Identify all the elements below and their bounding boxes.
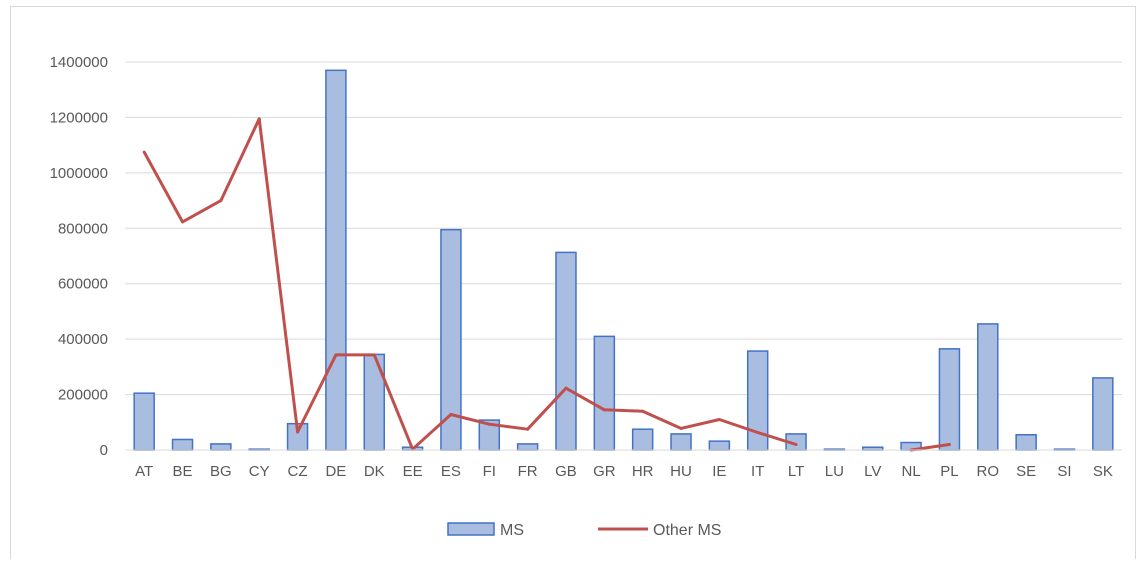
legend-label-ms: MS	[500, 522, 524, 539]
ms-bars	[133, 69, 1114, 451]
x-tick-label: ES	[441, 463, 461, 480]
other-ms-line-segment	[910, 443, 950, 452]
bar-bg	[210, 443, 232, 451]
y-tick-label: 600000	[58, 276, 108, 293]
y-tick-label: 1400000	[50, 54, 108, 71]
x-tick-label: IT	[751, 463, 764, 480]
x-tick-label: SK	[1093, 463, 1113, 480]
bar-fr	[516, 443, 539, 451]
other-ms-point-bg	[219, 199, 223, 203]
other-ms-point-dk	[372, 353, 376, 357]
bar-at	[133, 392, 155, 451]
bar-pl	[938, 348, 961, 451]
other-ms-point-de	[334, 353, 338, 357]
other-ms-line-segment	[142, 117, 797, 451]
other-ms-point-fr	[526, 427, 530, 431]
bar-gr	[593, 335, 616, 451]
x-tick-label: GB	[555, 463, 577, 480]
other-ms-point-es	[449, 413, 453, 417]
x-tick-label: GR	[593, 463, 616, 480]
x-tick-label: FI	[483, 463, 496, 480]
x-tick-label: LT	[788, 463, 804, 480]
x-tick-label: RO	[977, 463, 1000, 480]
y-axis-tick-labels: 0 200000 400000 600000 800000 1000000 1200000 1…	[50, 54, 108, 459]
x-tick-label: LU	[825, 463, 844, 480]
x-tick-label: DK	[364, 463, 385, 480]
legend: MS Other MS	[447, 522, 721, 539]
gridlines	[125, 61, 1122, 396]
legend-swatch-ms	[447, 522, 495, 536]
x-tick-label: SI	[1057, 463, 1071, 480]
other-ms-line	[142, 117, 951, 452]
x-tick-label: FR	[518, 463, 538, 480]
x-tick-label: HR	[632, 463, 654, 480]
other-ms-point-it	[756, 431, 760, 435]
y-tick-label: 200000	[58, 387, 108, 404]
x-tick-label: CZ	[288, 463, 308, 480]
other-ms-point-lt	[794, 442, 798, 446]
x-tick-label: AT	[135, 463, 153, 480]
other-ms-point-gb	[564, 386, 568, 390]
bar-ro	[977, 323, 999, 451]
other-ms-point-hu	[679, 426, 683, 430]
bar-se	[1015, 434, 1037, 451]
other-ms-point-be	[181, 220, 185, 224]
y-tick-label: 0	[100, 442, 108, 459]
bar-be	[171, 438, 194, 451]
bar-hu	[670, 433, 692, 451]
x-tick-label: BG	[210, 463, 232, 480]
legend-label-other-ms: Other MS	[653, 522, 721, 539]
bar-hr	[631, 428, 654, 451]
bar-ie	[708, 440, 731, 451]
other-ms-point-cy	[257, 117, 261, 121]
bar-gb	[555, 251, 577, 451]
chart-frame	[10, 6, 1136, 559]
y-tick-label: 800000	[58, 220, 108, 237]
x-axis-tick-labels: AT BE BG CY CZ DE DK EE ES FI FR GB GR HR HU IE IT LT LU LV…	[135, 463, 1113, 480]
bar-sk	[1092, 377, 1114, 451]
y-tick-label: 400000	[58, 331, 108, 348]
x-tick-label: SE	[1016, 463, 1036, 480]
y-tick-label: 1200000	[50, 109, 108, 126]
x-tick-label: CY	[249, 463, 270, 480]
x-tick-label: DE	[325, 463, 346, 480]
other-ms-point-ie	[717, 418, 721, 422]
other-ms-point-hr	[641, 409, 645, 413]
y-tick-label: 1000000	[50, 165, 108, 182]
other-ms-point-at	[142, 150, 146, 154]
x-tick-label: HU	[670, 463, 692, 480]
x-tick-label: PL	[940, 463, 958, 480]
other-ms-point-cz	[296, 430, 300, 434]
x-tick-label: NL	[902, 463, 921, 480]
x-tick-label: EE	[403, 463, 423, 480]
other-ms-point-pl	[947, 442, 951, 446]
x-tick-label: BE	[173, 463, 193, 480]
other-ms-point-gr	[602, 408, 606, 412]
other-ms-point-fi	[487, 422, 491, 426]
bar-de	[325, 69, 347, 451]
x-tick-label: LV	[864, 463, 881, 480]
x-tick-label: IE	[712, 463, 726, 480]
